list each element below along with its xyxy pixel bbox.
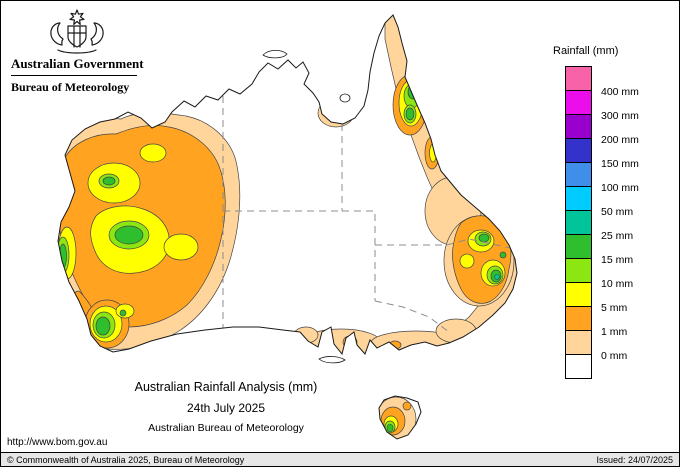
legend-swatch-blue: [565, 162, 592, 187]
government-title: Australian Government: [11, 56, 144, 71]
header-lockup: Australian Government Bureau of Meteorol…: [11, 7, 144, 95]
legend-swatch-white: [565, 354, 592, 379]
bureau-title: Bureau of Meteorology: [11, 80, 130, 94]
legend-entry-purple: 200 mm: [565, 114, 639, 146]
legend-swatch-darkblue: [565, 138, 592, 163]
legend-entry-teal: 25 mm: [565, 210, 633, 242]
legend-entry-white: [565, 354, 592, 379]
issued-text: Issued: 24/07/2025: [596, 454, 673, 465]
legend-swatch-cyan: [565, 186, 592, 211]
legend-title: Rainfall (mm): [553, 45, 619, 57]
legend-swatch-green: [565, 234, 592, 259]
legend-entry-cyan: 50 mm: [565, 186, 633, 218]
legend-entry-blue: 100 mm: [565, 162, 639, 194]
rainfall-legend: Rainfall (mm) 400 mm 300 mm 200 mm 150 mm 10…: [551, 45, 639, 379]
islands: [262, 49, 351, 364]
legend-label-teal: 25 mm: [601, 230, 634, 242]
legend-entry-yellow: 5 mm: [565, 282, 627, 314]
legend-entry-tan: 0 mm: [565, 330, 627, 362]
map-org: Australian Bureau of Meteorology: [148, 422, 304, 434]
legend-swatch-magenta: [565, 90, 592, 115]
coat-of-arms-icon: [50, 9, 104, 54]
legend-entry-magenta: 300 mm: [565, 90, 639, 122]
map-date: 24th July 2025: [186, 401, 266, 415]
legend-label-pink: 400 mm: [601, 86, 639, 98]
legend-swatch-lightgreen: [565, 258, 592, 283]
legend-label-cyan: 50 mm: [601, 206, 634, 218]
legend-swatch-purple: [565, 114, 592, 139]
legend-label-darkblue: 150 mm: [601, 158, 639, 170]
legend-label-green: 15 mm: [601, 254, 634, 266]
legend-label-blue: 100 mm: [601, 182, 639, 194]
legend-label-orange: 1 mm: [601, 326, 628, 338]
state-borders: [222, 96, 511, 333]
legend-label-purple: 200 mm: [601, 134, 639, 146]
legend-label-magenta: 300 mm: [601, 110, 639, 122]
legend-swatch-yellow: [565, 282, 592, 307]
bom-url: http://www.bom.gov.au: [7, 437, 108, 448]
legend-swatch-tan: [565, 330, 592, 355]
legend-entries: 400 mm 300 mm 200 mm 150 mm 100 mm 50 mm 25 mm…: [565, 66, 639, 379]
legend-entry-green: 15 mm: [565, 234, 633, 266]
map-title: Australian Rainfall Analysis (mm): [134, 380, 318, 394]
legend-swatch-pink: [565, 66, 592, 91]
tasmania-coastline: [378, 395, 422, 440]
legend-entry-orange: 1 mm: [565, 306, 627, 338]
legend-label-tan: 0 mm: [601, 350, 628, 362]
legend-entry-darkblue: 150 mm: [565, 138, 639, 170]
legend-swatch-teal: [565, 210, 592, 235]
copyright-text: © Commonwealth of Australia 2025, Bureau…: [7, 454, 245, 465]
legend-label-lightgreen: 10 mm: [601, 278, 634, 290]
legend-label-yellow: 5 mm: [601, 302, 628, 314]
header-divider: [11, 75, 137, 76]
footer-bar: © Commonwealth of Australia 2025, Bureau…: [1, 452, 679, 466]
mainland-coastline: [57, 14, 518, 356]
legend-entry-lightgreen: 10 mm: [565, 258, 633, 290]
map-caption: Australian Rainfall Analysis (mm) 24th J…: [61, 380, 391, 434]
legend-entry-pink: 400 mm: [565, 66, 639, 98]
legend-swatch-orange: [565, 306, 592, 331]
